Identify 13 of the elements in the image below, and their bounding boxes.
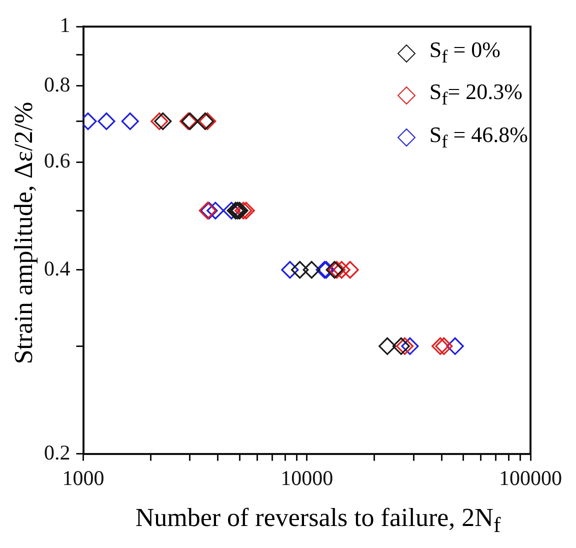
x-axis-title: Number of reversals to failure, 2N$_{f}$ <box>134 502 502 538</box>
y-tick-label: 0.8 <box>44 72 70 96</box>
legend-label: S$_{f}$ = 0% <box>429 36 500 68</box>
x-tick-label: 100000 <box>499 466 562 490</box>
y-tick-label: 0.6 <box>44 148 70 173</box>
y-tick-label: 0.2 <box>44 440 70 464</box>
y-tick-label: 0.4 <box>44 256 71 280</box>
y-axis-title: Strain amplitude, Δε/2/% <box>9 102 39 364</box>
legend-label: S$_{f}$ = 46.8% <box>429 120 528 154</box>
x-tick-label: 10000 <box>280 466 334 490</box>
y-tick-label: 1 <box>60 13 70 38</box>
legend-label: S$_{f}$= 20.3% <box>429 78 522 111</box>
x-tick-label: 1000 <box>62 466 104 490</box>
